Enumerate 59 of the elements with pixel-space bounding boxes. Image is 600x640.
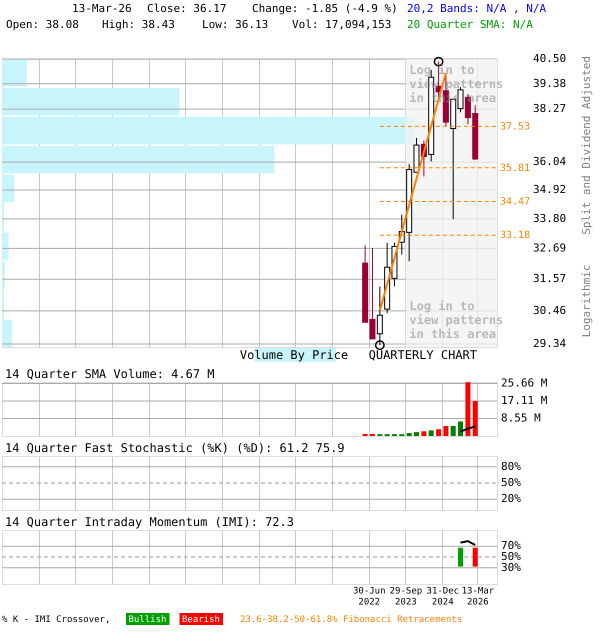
y-tick-label: 29.34 (533, 336, 566, 350)
x-tick-label: 30-Jun 2022 (352, 586, 386, 608)
candlestick (376, 286, 383, 346)
y-tick-label: 34.92 (533, 183, 566, 196)
bar (443, 426, 448, 436)
text: QUARTERLY CHART (368, 348, 477, 362)
text: Volume By Price (240, 348, 348, 362)
y-tick-label: 31.57 (533, 272, 566, 286)
x-tick-label: 13-Mar 2026 (462, 586, 495, 608)
text: Bearish (182, 615, 220, 625)
bar (450, 426, 456, 436)
text: High: 38.43 (102, 18, 175, 31)
text: Vol: 17,094,153 (292, 18, 392, 31)
chart-title: 14 Quarter SMA Volume: 4.67 M (5, 367, 215, 381)
ref-line-label: 33.18 (500, 230, 530, 242)
y-tick-label: 20% (501, 492, 522, 506)
x-tick-label: 31-Dec 2024 (426, 586, 460, 608)
annotation: Log in to view patterns in this area (409, 299, 504, 341)
bar (458, 421, 464, 436)
ref-line-label: 35.81 (500, 162, 530, 174)
bar (465, 382, 470, 436)
text: Logarithmic (580, 264, 593, 338)
text: Split and Dividend Adjusted (580, 56, 593, 235)
y-tick-label: 33.80 (533, 212, 566, 225)
text: Bullish (128, 615, 166, 625)
y-tick-label: 30.46 (533, 304, 566, 317)
text: 20,2 Bands: N/A , N/A (407, 2, 546, 15)
ref-line-label: 37.53 (500, 121, 530, 132)
y-tick-label: 38.27 (533, 102, 566, 116)
y-tick-label: 70% (501, 539, 522, 552)
text: Open: 38.08 (6, 18, 79, 31)
y-tick-label: 32.69 (533, 241, 566, 254)
text: Change: -1.85 (-4.9 %) (252, 2, 398, 15)
bar (406, 433, 412, 436)
y-tick-label: 17.11 M (501, 394, 548, 407)
y-tick-label: 39.38 (533, 76, 566, 90)
y-tick-label: 50% (501, 550, 522, 563)
chart-title: 14 Quarter Intraday Momentum (IMI): 72.3 (5, 515, 294, 529)
chart-title: 14 Quarter Fast Stochastic (%K) (%D): 61.2 75.9 (5, 441, 345, 455)
bar (436, 429, 442, 436)
text: Low: 36.13 (202, 18, 268, 31)
text: Close: 36.17 (147, 2, 226, 15)
bar (428, 430, 434, 436)
y-tick-label: 40.50 (533, 52, 566, 65)
text: 23.6-38.2-50-61.8% Fibonacci Retracements (240, 615, 462, 625)
y-tick-label: 8.55 M (501, 412, 542, 425)
y-tick-label: 30% (501, 560, 522, 574)
text: 20 Quarter SMA: N/A (407, 18, 534, 31)
bar (421, 431, 426, 436)
y-tick-label: 36.04 (533, 155, 566, 168)
ref-line-label: 34.47 (500, 196, 530, 208)
y-tick-label: 80% (501, 460, 522, 473)
x-tick-label: 29-Sep 2023 (390, 586, 422, 608)
y-tick-label: 50% (501, 476, 522, 489)
y-tick-label: 25.66 M (501, 376, 548, 390)
bar (472, 401, 478, 436)
bar (414, 432, 419, 436)
text: % K - IMI Crossover, (2, 615, 110, 625)
text: 13-Mar-26 (72, 2, 132, 15)
